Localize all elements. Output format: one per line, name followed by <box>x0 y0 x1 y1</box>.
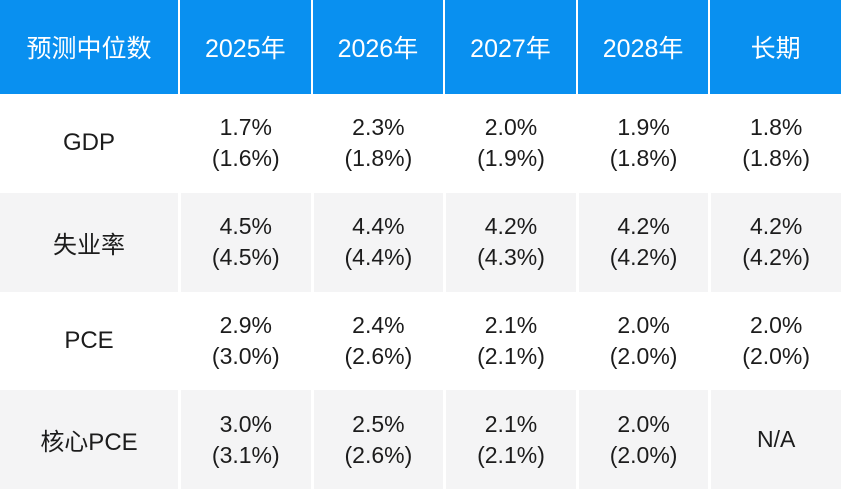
cell-prior-value: (2.1%) <box>477 342 545 369</box>
table-cell: 2.0% (2.0%) <box>711 292 841 391</box>
column-header-label: 预测中位数 <box>0 0 180 94</box>
cell-prior-value: (3.1%) <box>211 441 280 468</box>
table-cell: 4.2% (4.2%) <box>711 193 841 292</box>
table-cell: 2.3% (1.8%) <box>314 94 447 193</box>
cell-prior-value: (2.0%) <box>609 342 678 369</box>
cell-prior-value: (2.0%) <box>609 441 678 468</box>
cell-value: 2.4% <box>352 311 405 338</box>
cell-prior-value: (4.5%) <box>211 244 280 271</box>
table-row-unemployment: 失业率 4.5% (4.5%) 4.4% (4.4%) 4.2% (4.3%) … <box>0 192 841 292</box>
cell-value: 4.4% <box>352 213 405 240</box>
table-cell: 2.0% (1.9%) <box>446 94 579 193</box>
cell-prior-value: (1.8%) <box>344 145 413 172</box>
table-cell: 3.0% (3.1%) <box>181 390 314 489</box>
table-cell: 2.1% (2.1%) <box>446 291 579 391</box>
cell-prior-value: (2.6%) <box>344 342 413 369</box>
cell-value: 4.2% <box>617 213 670 240</box>
table-cell: 4.4% (4.4%) <box>314 192 447 292</box>
cell-value: 2.0% <box>749 311 803 338</box>
cell-prior-value: (4.2%) <box>742 244 811 271</box>
cell-value: 2.1% <box>484 410 538 437</box>
table-cell: 2.9% (3.0%) <box>181 291 314 391</box>
column-header-2025: 2025年 <box>180 0 313 94</box>
table-cell: 2.5% (2.6%) <box>314 390 447 489</box>
cell-prior-value: (4.2%) <box>609 244 678 271</box>
cell-prior-value: (2.6%) <box>344 441 413 468</box>
table-cell: 4.2% (4.3%) <box>446 192 579 292</box>
table-row-pce: PCE 2.9% (3.0%) 2.4% (2.6%) 2.1% (2.1%) … <box>0 291 841 391</box>
cell-prior-value: (3.0%) <box>211 342 280 369</box>
cell-prior-value: (1.6%) <box>211 145 280 172</box>
row-label: 失业率 <box>0 192 181 292</box>
cell-value: 3.0% <box>219 410 273 437</box>
cell-prior-value: (1.8%) <box>742 145 811 172</box>
cell-value: 2.0% <box>617 311 670 338</box>
table-cell: 2.4% (2.6%) <box>314 291 447 391</box>
table-row-core-pce: 核心PCE 3.0% (3.1%) 2.5% (2.6%) 2.1% (2.1%… <box>0 390 841 489</box>
column-header-longrun: 长期 <box>750 35 801 63</box>
row-label: 核心PCE <box>0 390 181 489</box>
row-label: GDP <box>0 94 181 193</box>
table-header-row: 预测中位数 2025年 2026年 2027年 2028年 长期 <box>0 0 841 94</box>
cell-value: 2.5% <box>352 410 405 437</box>
table-cell: 1.7% (1.6%) <box>181 94 314 193</box>
cell-prior-value: (4.4%) <box>344 244 413 271</box>
table-cell: 2.1% (2.1%) <box>446 390 579 489</box>
table-cell: 1.8% (1.8%) <box>711 94 841 193</box>
row-label: PCE <box>0 291 181 391</box>
table-cell: 4.5% (4.5%) <box>181 192 314 292</box>
cell-value: 4.5% <box>219 213 273 240</box>
table-row-gdp: GDP 1.7% (1.6%) 2.3% (1.8%) 2.0% (1.9%) … <box>0 94 841 193</box>
cell-value: 2.3% <box>352 114 405 141</box>
cell-value: 4.2% <box>749 213 803 240</box>
table-cell: 1.9% (1.8%) <box>579 94 712 193</box>
column-header-2028: 2028年 <box>578 0 711 94</box>
cell-value: 2.0% <box>484 114 538 141</box>
cell-value: N/A <box>757 426 796 453</box>
column-header-2027: 2027年 <box>445 0 578 94</box>
cell-prior-value: (4.3%) <box>477 244 545 271</box>
table-cell: 4.2% (4.2%) <box>579 192 712 292</box>
cell-value: 1.8% <box>749 114 803 141</box>
cell-value: 2.1% <box>484 311 538 338</box>
table-cell: 2.0% (2.0%) <box>579 390 712 489</box>
cell-value: 1.9% <box>617 114 670 141</box>
cell-value: 4.2% <box>484 213 538 240</box>
cell-prior-value: (2.0%) <box>742 342 811 369</box>
table-cell: N/A <box>711 390 841 489</box>
cell-prior-value: (1.8%) <box>609 145 678 172</box>
column-header-2026: 2026年 <box>313 0 446 94</box>
cell-value: 2.9% <box>219 311 273 338</box>
cell-prior-value: (1.9%) <box>477 145 545 172</box>
cell-value: 1.7% <box>219 114 273 141</box>
cell-prior-value: (2.1%) <box>477 441 545 468</box>
cell-value: 2.0% <box>617 410 670 437</box>
table-cell: 2.0% (2.0%) <box>579 291 712 391</box>
